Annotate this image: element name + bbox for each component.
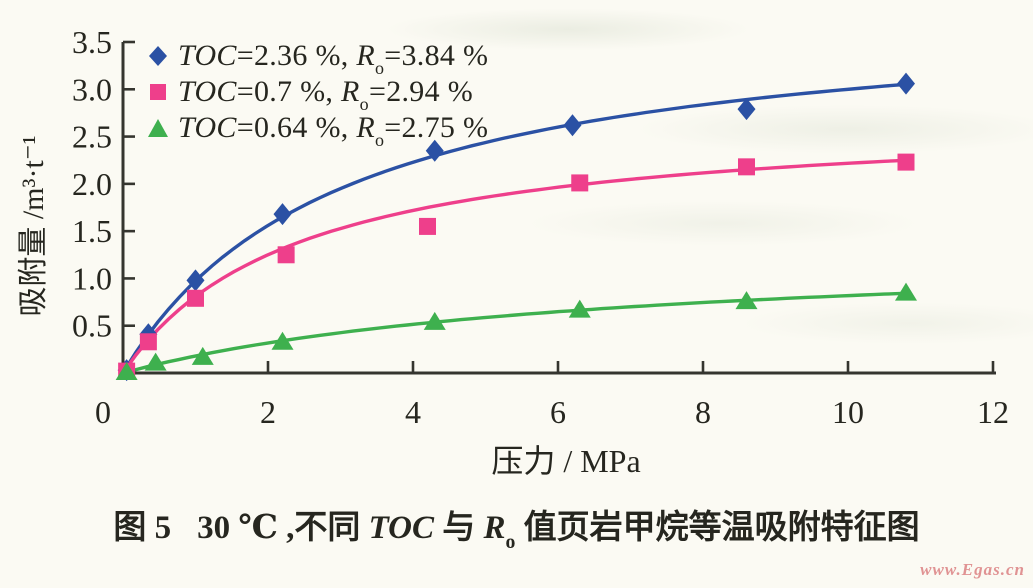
- watermark: www.Egas.cn: [920, 560, 1025, 579]
- caption-figure-number: 图 5: [113, 510, 172, 546]
- y-tick-label: 3.5: [72, 24, 112, 60]
- series-2-point-3: [271, 331, 294, 350]
- x-tick-label: 8: [695, 394, 711, 430]
- series-2-point-2: [191, 346, 214, 365]
- x-tick-label: 12: [977, 394, 1009, 430]
- series-0-point-7: [897, 72, 915, 95]
- series-2-curve: [123, 291, 908, 375]
- y-tick-label: 2.5: [72, 119, 112, 155]
- series-0-curve: [123, 82, 908, 371]
- figure-caption: 图 5 30 ℃ ,不同 TOC 与 Ro 值页岩甲烷等温吸附特征图: [0, 500, 1033, 553]
- series-1-point-1: [139, 333, 157, 351]
- x-axis-title: 压力 / MPa: [491, 443, 641, 479]
- series-2-point-6: [735, 291, 758, 310]
- y-tick-label: 3.0: [72, 71, 112, 107]
- legend-item-toc-064: TOC=0.64 %, Ro=2.75 %: [146, 110, 489, 150]
- legend-item-toc-07: TOC=0.7 %, Ro=2.94 %: [146, 74, 488, 114]
- legend-label: TOC=0.7 %, Ro=2.94 %: [178, 75, 473, 114]
- series-2-point-5: [568, 299, 591, 318]
- diamond-marker-icon: [149, 46, 167, 66]
- y-axis-title: 吸附量 /m³·t⁻¹: [17, 135, 50, 317]
- y-tick-label: 1.5: [72, 213, 112, 249]
- x-tick-label: 6: [550, 394, 566, 430]
- chart-legend: TOC=2.36 %, Ro=3.84 % TOC=0.7 %, Ro=2.94…: [146, 38, 489, 150]
- series-2-point-7: [895, 282, 917, 301]
- series-2-point-4: [423, 311, 446, 330]
- series-1-point-7: [897, 153, 915, 171]
- series-1-point-2: [187, 289, 204, 307]
- series-0-point-4: [425, 139, 444, 162]
- x-tick-label: 10: [832, 394, 864, 430]
- series-1-point-3: [277, 246, 295, 264]
- series-0-point-5: [563, 114, 582, 137]
- legend-label: TOC=0.64 %, Ro=2.75 %: [178, 111, 489, 150]
- isotherm-chart: 0 2 4 6 8 10 12 0.5 1.0 1.5 2.0 2.5 3.0 3.5: [72, 24, 1009, 430]
- triangle-marker-icon: [148, 119, 168, 137]
- square-marker-icon: [150, 84, 166, 100]
- series-1-point-4: [419, 217, 436, 235]
- x-tick-label: 4: [405, 394, 421, 430]
- series-1-curve: [123, 158, 908, 372]
- legend-item-toc-236: TOC=2.36 %, Ro=3.84 %: [146, 38, 489, 78]
- series-2-point-0: [115, 362, 138, 381]
- x-tick-label: 0: [95, 394, 111, 430]
- x-tick-label: 2: [260, 394, 276, 430]
- caption-text: 30 ℃ ,不同 TOC 与 Ro 值页岩甲烷等温吸附特征图: [197, 510, 920, 553]
- y-tick-label: 0.5: [72, 308, 112, 344]
- series-2-point-1: [144, 352, 167, 371]
- series-1-point-6: [738, 158, 755, 176]
- y-tick-label: 2.0: [72, 166, 112, 202]
- legend-label: TOC=2.36 %, Ro=3.84 %: [178, 39, 489, 78]
- series-1-point-5: [571, 174, 589, 192]
- series-0-point-6: [737, 98, 756, 121]
- series-0-point-3: [273, 203, 292, 226]
- series-0-point-2: [186, 269, 205, 292]
- y-tick-label: 1.0: [72, 260, 112, 296]
